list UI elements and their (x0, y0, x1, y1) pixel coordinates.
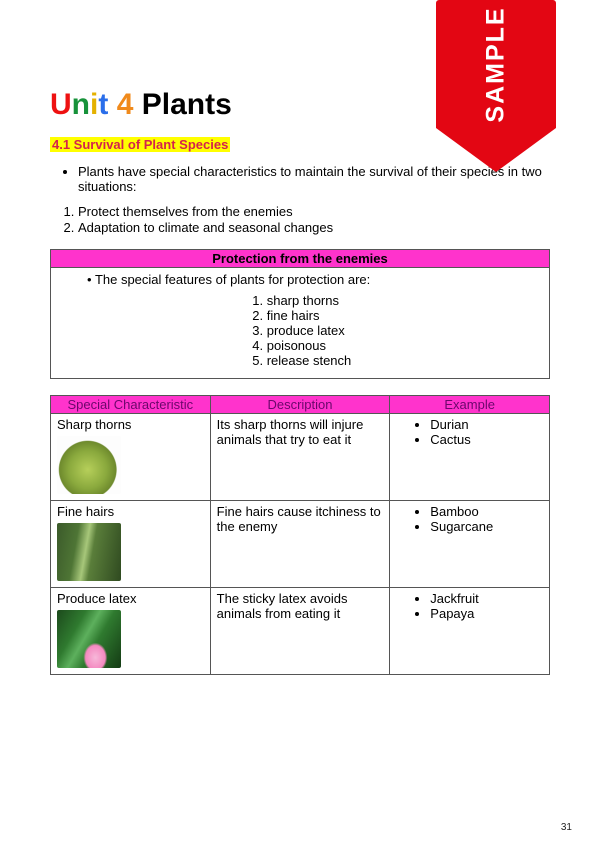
characteristic-text: Produce latex (57, 591, 137, 606)
example-item: Sugarcane (430, 519, 543, 534)
characteristics-table: Special Characteristic Description Examp… (50, 395, 550, 675)
example-list: Bamboo Sugarcane (396, 504, 543, 534)
col-header-example: Example (390, 396, 550, 414)
protection-intro: The special features of plants for prote… (87, 272, 541, 287)
latex-thumb-icon (57, 610, 121, 668)
situation-item: Protect themselves from the enemies (78, 204, 550, 219)
protection-box-body: The special features of plants for prote… (51, 268, 549, 378)
intro-bullet: Plants have special characteristics to m… (78, 164, 550, 194)
example-item: Jackfruit (430, 591, 543, 606)
table-row: Fine hairs Fine hairs cause itchiness to… (51, 501, 550, 588)
col-header-description: Description (210, 396, 390, 414)
feature-item: sharp thorns (267, 293, 352, 308)
feature-item: release stench (267, 353, 352, 368)
table-header-row: Special Characteristic Description Examp… (51, 396, 550, 414)
protection-features-wrap: sharp thorns fine hairs produce latex po… (59, 293, 541, 368)
cell-example: Durian Cactus (390, 414, 550, 501)
title-number: 4 (117, 88, 134, 121)
section-heading: 4.1 Survival of Plant Species (50, 137, 230, 152)
situation-item: Adaptation to climate and seasonal chang… (78, 220, 550, 235)
title-letter-u: U (50, 88, 72, 121)
feature-item: poisonous (267, 338, 352, 353)
col-header-characteristic: Special Characteristic (51, 396, 211, 414)
title-letter-t: t (98, 88, 108, 121)
title-topic: Plants (142, 88, 232, 121)
cell-example: Jackfruit Papaya (390, 588, 550, 675)
page-number: 31 (561, 822, 572, 833)
intro-bullet-list: Plants have special characteristics to m… (60, 164, 550, 194)
cell-description: Fine hairs cause itchiness to the enemy (210, 501, 390, 588)
example-list: Jackfruit Papaya (396, 591, 543, 621)
page: SAMPLE Unit 4 Plants 4.1 Survival of Pla… (0, 0, 600, 849)
cell-characteristic: Sharp thorns (51, 414, 211, 501)
example-item: Bamboo (430, 504, 543, 519)
table-row: Sharp thorns Its sharp thorns will injur… (51, 414, 550, 501)
cell-description: Its sharp thorns will injure animals tha… (210, 414, 390, 501)
feature-item: produce latex (267, 323, 352, 338)
bamboo-thumb-icon (57, 523, 121, 581)
cell-characteristic: Produce latex (51, 588, 211, 675)
example-list: Durian Cactus (396, 417, 543, 447)
table-row: Produce latex The sticky latex avoids an… (51, 588, 550, 675)
protection-features-list: sharp thorns fine hairs produce latex po… (249, 293, 352, 368)
situations-list: Protect themselves from the enemies Adap… (60, 204, 550, 235)
example-item: Papaya (430, 606, 543, 621)
characteristic-text: Fine hairs (57, 504, 114, 519)
feature-item: fine hairs (267, 308, 352, 323)
example-item: Cactus (430, 432, 543, 447)
durian-thumb-icon (57, 436, 121, 494)
cell-example: Bamboo Sugarcane (390, 501, 550, 588)
title-letter-n: n (72, 88, 90, 121)
unit-title: Unit 4 Plants (50, 88, 550, 122)
example-item: Durian (430, 417, 543, 432)
characteristic-text: Sharp thorns (57, 417, 131, 432)
protection-box-header: Protection from the enemies (51, 250, 549, 268)
protection-box: Protection from the enemies The special … (50, 249, 550, 379)
cell-description: The sticky latex avoids animals from eat… (210, 588, 390, 675)
cell-characteristic: Fine hairs (51, 501, 211, 588)
